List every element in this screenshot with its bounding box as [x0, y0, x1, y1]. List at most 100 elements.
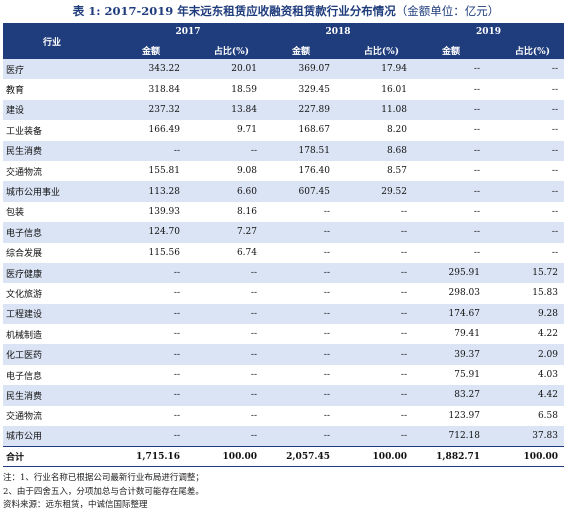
- cell-amount-2018: --: [263, 405, 338, 427]
- row-industry-name: 城市公用: [3, 426, 113, 447]
- cell-pct-2018: --: [338, 262, 413, 284]
- cell-amount-2019: --: [413, 140, 488, 161]
- cell-pct-2018: --: [338, 242, 413, 263]
- row-industry-name: 交通物流: [3, 405, 113, 427]
- table-row: 交通物流 -- -- -- -- 123.97 6.58: [3, 405, 564, 427]
- cell-amount-2017: 124.70: [113, 222, 188, 243]
- cell-pct-2018: 29.52: [338, 181, 413, 202]
- row-industry-name: 工业装备: [3, 120, 113, 141]
- table-row: 文化旅游 -- -- -- -- 298.03 15.83: [3, 283, 564, 304]
- cell-pct-2019: --: [488, 201, 564, 223]
- cell-amount-2018: --: [263, 385, 338, 406]
- cell-amount-2017: 343.22: [113, 59, 188, 80]
- cell-pct-2018: --: [338, 283, 413, 304]
- table-title: 表 1: 2017-2019 年末远东租赁应收融资租赁款行业分布情况（金额单位：…: [0, 3, 572, 19]
- cell-pct-2019: 4.22: [488, 324, 564, 345]
- cell-pct-2017: 18.59: [188, 79, 263, 100]
- cell-pct-2019: --: [488, 222, 564, 243]
- header-pct-2018: 占比(%): [338, 41, 413, 59]
- cell-amount-2018: --: [263, 344, 338, 365]
- cell-pct-2019: 4.42: [488, 385, 564, 406]
- header-year-2018: 2018: [263, 23, 413, 41]
- cell-amount-2017: --: [113, 283, 188, 304]
- row-industry-name: 交通物流: [3, 160, 113, 182]
- row-industry-name: 民生消费: [3, 140, 113, 161]
- note-1: 注：1、行业名称已根据公司最新行业布局进行调整；: [3, 473, 204, 483]
- cell-amount-2017: --: [113, 262, 188, 284]
- cell-amount-2019: 123.97: [413, 405, 488, 427]
- cell-pct-2018: --: [338, 222, 413, 243]
- table-row: 机械制造 -- -- -- -- 79.41 4.22: [3, 324, 564, 345]
- header-amount-2019: 金额: [413, 41, 488, 59]
- cell-amount-2017: 318.84: [113, 79, 188, 100]
- cell-pct-2018: 11.08: [338, 99, 413, 121]
- cell-amount-2018: 176.40: [263, 160, 338, 182]
- cell-amount-2019: 174.67: [413, 303, 488, 325]
- cell-pct-2017: 6.74: [188, 242, 263, 263]
- cell-amount-2019: 298.03: [413, 283, 488, 304]
- cell-amount-2019: 75.91: [413, 364, 488, 386]
- cell-pct-2017: 100.00: [188, 445, 263, 468]
- cell-amount-2019: 79.41: [413, 324, 488, 345]
- cell-pct-2019: --: [488, 99, 564, 121]
- cell-pct-2018: --: [338, 344, 413, 365]
- cell-amount-2019: --: [413, 120, 488, 141]
- table-row: 民生消费 -- -- -- -- 83.27 4.42: [3, 385, 564, 406]
- total-row: 合计 1,715.16 100.00 2,057.45 100.00 1,882.71 10…: [3, 445, 564, 468]
- table-row: 化工医药 -- -- -- -- 39.37 2.09: [3, 344, 564, 365]
- table-row: 工程建设 -- -- -- -- 174.67 9.28: [3, 303, 564, 325]
- table-row: 交通物流 155.81 9.08 176.40 8.57 -- --: [3, 160, 564, 182]
- table-row: 工业装备 166.49 9.71 168.67 8.20 -- --: [3, 120, 564, 141]
- cell-pct-2017: 6.60: [188, 181, 263, 202]
- table-row: 综合发展 115.56 6.74 -- -- -- --: [3, 242, 564, 263]
- cell-pct-2019: 4.03: [488, 364, 564, 386]
- cell-pct-2017: 20.01: [188, 59, 263, 80]
- row-industry-name: 合计: [3, 445, 113, 468]
- note-2: 2、由于四舍五入，分项加总与合计数可能存在尾差。: [3, 486, 204, 497]
- row-industry-name: 包装: [3, 201, 113, 223]
- row-industry-name: 电子信息: [3, 222, 113, 243]
- table-row: 医疗 343.22 20.01 369.07 17.94 -- --: [3, 59, 564, 80]
- cell-pct-2019: 9.28: [488, 303, 564, 325]
- cell-amount-2018: --: [263, 283, 338, 304]
- cell-amount-2017: 1,715.16: [113, 445, 188, 468]
- header-amount-2017: 金额: [113, 41, 188, 59]
- cell-pct-2018: --: [338, 324, 413, 345]
- cell-amount-2017: --: [113, 303, 188, 325]
- cell-pct-2017: --: [188, 140, 263, 161]
- cell-pct-2018: --: [338, 303, 413, 325]
- cell-pct-2019: --: [488, 242, 564, 263]
- cell-pct-2018: --: [338, 364, 413, 386]
- cell-amount-2017: --: [113, 140, 188, 161]
- cell-amount-2017: 139.93: [113, 201, 188, 223]
- row-industry-name: 医疗: [3, 59, 113, 80]
- cell-pct-2019: 6.58: [488, 405, 564, 427]
- cell-amount-2019: --: [413, 201, 488, 223]
- cell-amount-2017: --: [113, 344, 188, 365]
- row-industry-name: 文化旅游: [3, 283, 113, 304]
- row-industry-name: 建设: [3, 99, 113, 121]
- row-industry-name: 化工医药: [3, 344, 113, 365]
- cell-pct-2017: --: [188, 385, 263, 406]
- cell-amount-2017: 115.56: [113, 242, 188, 263]
- header-pct-2019: 占比(%): [488, 41, 564, 59]
- cell-amount-2018: 329.45: [263, 79, 338, 100]
- header-pct-2017: 占比(%): [188, 41, 263, 59]
- cell-amount-2018: 178.51: [263, 140, 338, 161]
- header-year-2019: 2019: [413, 23, 564, 41]
- cell-amount-2018: --: [263, 262, 338, 284]
- cell-pct-2017: --: [188, 364, 263, 386]
- cell-pct-2019: 100.00: [488, 445, 564, 468]
- cell-amount-2017: 155.81: [113, 160, 188, 182]
- row-industry-name: 工程建设: [3, 303, 113, 325]
- table-row: 电子信息 -- -- -- -- 75.91 4.03: [3, 364, 564, 386]
- cell-pct-2019: --: [488, 79, 564, 100]
- cell-pct-2018: 100.00: [338, 445, 413, 468]
- cell-amount-2018: 227.89: [263, 99, 338, 121]
- cell-pct-2019: --: [488, 140, 564, 161]
- cell-amount-2019: --: [413, 242, 488, 263]
- row-industry-name: 综合发展: [3, 242, 113, 263]
- cell-amount-2019: --: [413, 99, 488, 121]
- table-row: 电子信息 124.70 7.27 -- -- -- --: [3, 222, 564, 243]
- cell-amount-2017: --: [113, 405, 188, 427]
